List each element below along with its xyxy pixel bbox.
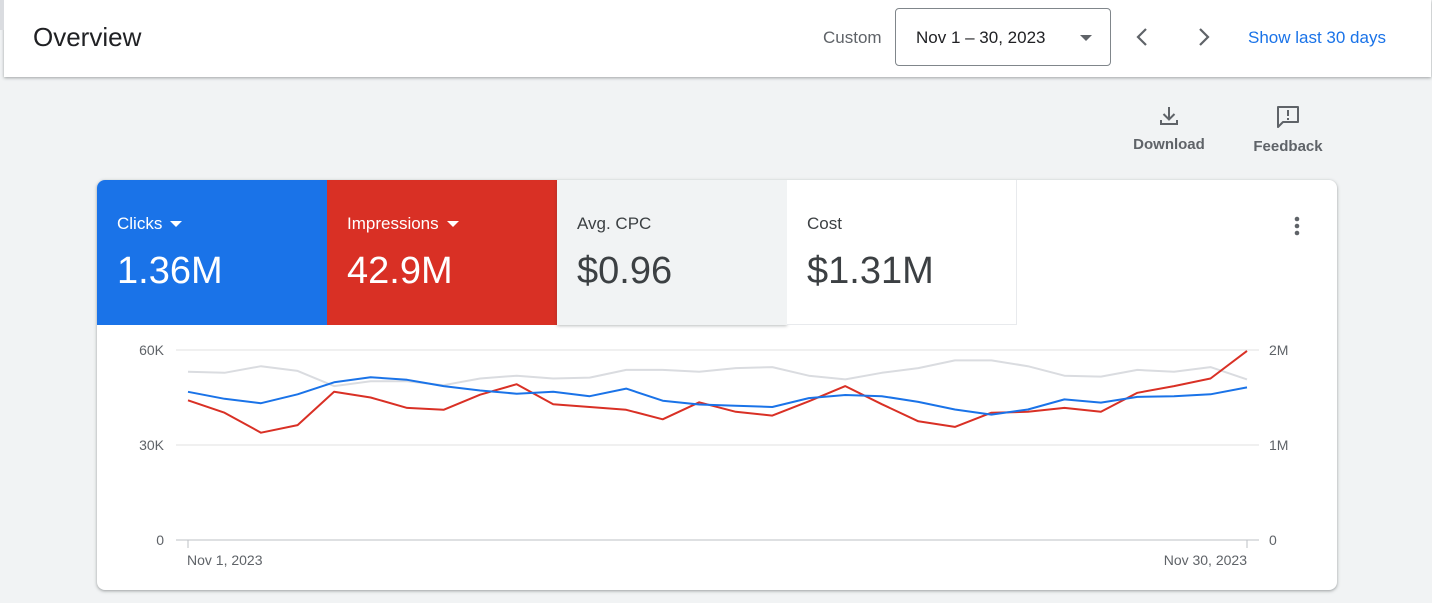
download-label: Download <box>1133 136 1205 153</box>
feedback-icon <box>1277 106 1299 128</box>
metric-label-impressions: Impressions <box>347 214 439 233</box>
y-right-tick-label: 1M <box>1269 437 1288 453</box>
metric-tile-cost[interactable]: Cost $1.31M <box>787 180 1017 325</box>
metric-value-impressions: 42.9M <box>347 250 453 292</box>
chevron-right-icon <box>1199 28 1210 46</box>
metric-tile-avg-cpc[interactable]: Avg. CPC $0.96 <box>557 180 787 325</box>
feedback-button[interactable]: Feedback <box>1243 104 1333 155</box>
download-button[interactable]: Download <box>1124 104 1214 153</box>
x-tick-label-end: Nov 30, 2023 <box>1164 552 1247 568</box>
metric-label-avg-cpc: Avg. CPC <box>577 214 652 233</box>
metric-label-clicks: Clicks <box>117 214 163 233</box>
top-bar: Overview Custom Nov 1 – 30, 2023 Show la… <box>4 0 1431 77</box>
previous-period-button[interactable] <box>1128 22 1158 52</box>
date-range-value: Nov 1 – 30, 2023 <box>916 28 1046 47</box>
metric-value-avg-cpc: $0.96 <box>577 250 673 292</box>
feedback-label: Feedback <box>1253 138 1323 155</box>
metric-value-cost: $1.31M <box>807 250 934 292</box>
date-range-picker[interactable]: Nov 1 – 30, 2023 <box>895 8 1111 66</box>
y-right-tick-label: 0 <box>1269 532 1277 548</box>
performance-card: Clicks 1.36M Impressions 42.9M Avg. CPC … <box>97 180 1337 590</box>
caret-down-icon <box>170 221 183 227</box>
y-right-tick-label: 2M <box>1269 342 1288 358</box>
page-title: Overview <box>33 22 142 52</box>
date-range-type-label: Custom <box>823 28 882 47</box>
caret-down-icon <box>446 221 459 227</box>
performance-line-chart: 0 0 30K 1M 60K 2M Nov 1, 2023 Nov 30, 2023 <box>139 342 1288 568</box>
metric-label-cost: Cost <box>807 214 842 233</box>
series-line-2 <box>187 359 1248 388</box>
x-tick-label-start: Nov 1, 2023 <box>187 552 263 568</box>
y-left-tick-label: 0 <box>156 532 164 548</box>
series-line-0 <box>187 376 1248 416</box>
metric-value-clicks: 1.36M <box>117 250 223 292</box>
series-line-1 <box>187 350 1248 434</box>
chevron-left-icon <box>1136 28 1147 46</box>
show-last-30-days-link[interactable]: Show last 30 days <box>1248 28 1386 47</box>
y-left-tick-label: 30K <box>139 437 165 453</box>
metric-tile-impressions[interactable]: Impressions 42.9M <box>327 180 557 325</box>
dropdown-caret-icon <box>1080 35 1092 41</box>
next-period-button[interactable] <box>1188 22 1218 52</box>
more-options-button[interactable] <box>1287 214 1307 238</box>
download-icon <box>1160 107 1178 125</box>
window-edge <box>0 0 4 30</box>
y-left-tick-label: 60K <box>139 342 165 358</box>
more-vert-icon <box>1294 216 1300 236</box>
metric-tile-clicks[interactable]: Clicks 1.36M <box>97 180 327 325</box>
